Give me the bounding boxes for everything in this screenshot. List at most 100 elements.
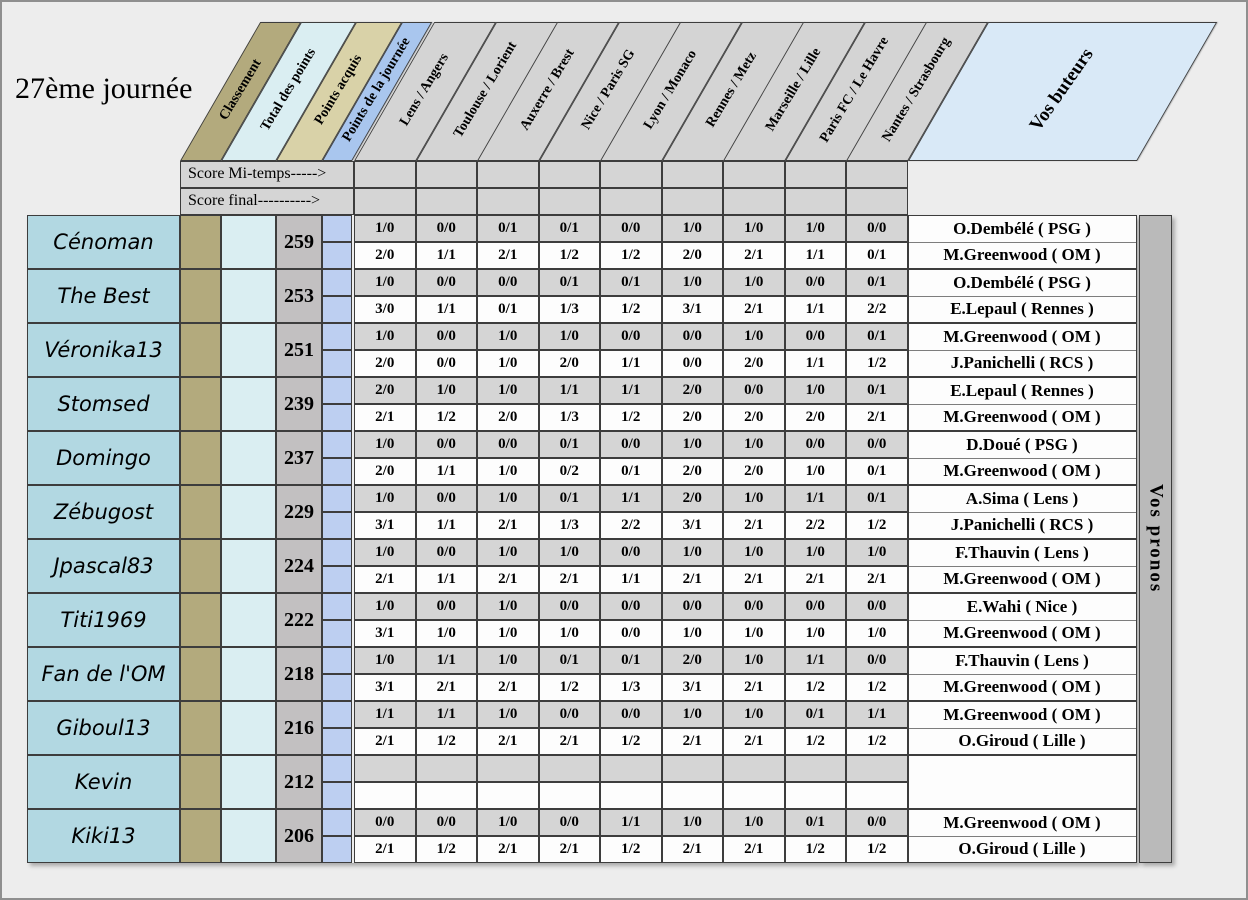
player-name-cell[interactable]: Zébugost <box>27 485 180 539</box>
player-name-cell[interactable]: Domingo <box>27 431 180 485</box>
final-score-cell[interactable]: 2/2 <box>784 512 846 539</box>
halftime-score-cell[interactable]: 1/0 <box>661 269 723 296</box>
final-score-cell[interactable]: 2/1 <box>477 512 539 539</box>
halftime-score-cell[interactable]: 0/0 <box>846 647 908 674</box>
halftime-score-cell[interactable]: 0/0 <box>846 215 908 242</box>
points-acquis-cell[interactable]: 253 <box>276 269 322 323</box>
final-score-cell[interactable]: 2/0 <box>723 458 785 485</box>
final-score-cell[interactable]: 2/0 <box>661 458 723 485</box>
total-points-cell[interactable] <box>221 431 276 485</box>
halftime-score-cell[interactable]: 1/1 <box>354 701 416 728</box>
score-final-cell[interactable] <box>415 188 477 215</box>
halftime-score-cell[interactable]: 1/1 <box>538 377 600 404</box>
classement-cell[interactable] <box>180 593 221 647</box>
classement-cell[interactable] <box>180 809 221 863</box>
halftime-score-cell[interactable]: 1/0 <box>477 485 539 512</box>
points-journee-final-cell[interactable] <box>322 674 352 701</box>
final-score-cell[interactable]: 1/0 <box>477 350 539 377</box>
halftime-score-cell[interactable]: 0/0 <box>661 593 723 620</box>
halftime-score-cell[interactable] <box>600 755 662 782</box>
points-journee-halftime-cell[interactable] <box>322 215 352 242</box>
final-score-cell[interactable]: 1/3 <box>538 404 600 431</box>
final-score-cell[interactable]: 1/0 <box>723 620 785 647</box>
halftime-score-cell[interactable]: 1/0 <box>354 647 416 674</box>
classement-cell[interactable] <box>180 539 221 593</box>
points-acquis-cell[interactable]: 237 <box>276 431 322 485</box>
halftime-score-cell[interactable]: 1/0 <box>846 539 908 566</box>
final-score-cell[interactable]: 2/1 <box>538 728 600 755</box>
halftime-score-cell[interactable]: 0/1 <box>538 485 600 512</box>
halftime-score-cell[interactable]: 1/0 <box>477 647 539 674</box>
score-final-cell[interactable] <box>723 188 785 215</box>
points-journee-final-cell[interactable] <box>322 404 352 431</box>
final-score-cell[interactable] <box>415 782 477 809</box>
player-name-cell[interactable]: Fan de l'OM <box>27 647 180 701</box>
halftime-score-cell[interactable]: 1/0 <box>784 377 846 404</box>
points-journee-halftime-cell[interactable] <box>322 809 352 836</box>
final-score-cell[interactable]: 3/1 <box>661 512 723 539</box>
halftime-score-cell[interactable]: 1/0 <box>354 539 416 566</box>
halftime-score-cell[interactable]: 0/0 <box>723 593 785 620</box>
points-journee-halftime-cell[interactable] <box>322 701 352 728</box>
halftime-score-cell[interactable]: 2/0 <box>661 647 723 674</box>
halftime-score-cell[interactable]: 1/0 <box>354 431 416 458</box>
halftime-score-cell[interactable]: 0/1 <box>846 485 908 512</box>
halftime-score-cell[interactable]: 1/0 <box>354 593 416 620</box>
final-score-cell[interactable]: 1/1 <box>415 458 477 485</box>
final-score-cell[interactable]: 2/1 <box>477 242 539 269</box>
halftime-score-cell[interactable]: 0/0 <box>600 323 662 350</box>
player-name-cell[interactable]: Véronika13 <box>27 323 180 377</box>
halftime-score-cell[interactable]: 1/0 <box>723 215 785 242</box>
halftime-score-cell[interactable]: 0/1 <box>538 269 600 296</box>
final-score-cell[interactable]: 1/3 <box>538 512 600 539</box>
score-final-cell[interactable] <box>354 188 416 215</box>
points-journee-final-cell[interactable] <box>322 512 352 539</box>
total-points-cell[interactable] <box>221 593 276 647</box>
halftime-score-cell[interactable]: 1/0 <box>661 215 723 242</box>
points-journee-halftime-cell[interactable] <box>322 431 352 458</box>
halftime-score-cell[interactable]: 1/0 <box>661 701 723 728</box>
halftime-score-cell[interactable]: 0/0 <box>477 431 539 458</box>
points-journee-final-cell[interactable] <box>322 728 352 755</box>
halftime-score-cell[interactable]: 0/0 <box>354 809 416 836</box>
halftime-score-cell[interactable]: 1/1 <box>784 647 846 674</box>
final-score-cell[interactable]: 1/2 <box>600 404 662 431</box>
final-score-cell[interactable]: 2/1 <box>846 566 908 593</box>
halftime-score-cell[interactable]: 1/0 <box>784 539 846 566</box>
halftime-score-cell[interactable]: 0/0 <box>723 377 785 404</box>
final-score-cell[interactable] <box>723 782 785 809</box>
halftime-score-cell[interactable]: 0/1 <box>538 215 600 242</box>
final-score-cell[interactable]: 2/1 <box>415 674 477 701</box>
halftime-score-cell[interactable]: 0/0 <box>415 539 477 566</box>
classement-cell[interactable] <box>180 377 221 431</box>
player-name-cell[interactable]: Kevin <box>27 755 180 809</box>
halftime-score-cell[interactable]: 1/0 <box>723 431 785 458</box>
halftime-score-cell[interactable] <box>723 755 785 782</box>
points-journee-final-cell[interactable] <box>322 566 352 593</box>
final-score-cell[interactable]: 1/3 <box>538 296 600 323</box>
halftime-score-cell[interactable]: 0/0 <box>784 269 846 296</box>
final-score-cell[interactable]: 1/2 <box>846 674 908 701</box>
final-score-cell[interactable]: 2/1 <box>477 566 539 593</box>
halftime-score-cell[interactable]: 1/1 <box>415 647 477 674</box>
final-score-cell[interactable]: 1/0 <box>538 620 600 647</box>
points-acquis-cell[interactable]: 206 <box>276 809 322 863</box>
final-score-cell[interactable] <box>846 782 908 809</box>
classement-cell[interactable] <box>180 755 221 809</box>
score-halftime-cell[interactable] <box>723 161 785 188</box>
halftime-score-cell[interactable]: 1/0 <box>477 593 539 620</box>
halftime-score-cell[interactable]: 1/0 <box>477 377 539 404</box>
points-journee-final-cell[interactable] <box>322 782 352 809</box>
final-score-cell[interactable]: 1/2 <box>784 728 846 755</box>
classement-cell[interactable] <box>180 323 221 377</box>
total-points-cell[interactable] <box>221 323 276 377</box>
final-score-cell[interactable]: 1/2 <box>784 674 846 701</box>
halftime-score-cell[interactable]: 1/1 <box>846 701 908 728</box>
buteurs-cell[interactable] <box>907 755 1137 809</box>
score-final-cell[interactable] <box>477 188 539 215</box>
score-halftime-cell[interactable] <box>784 161 846 188</box>
points-journee-final-cell[interactable] <box>322 350 352 377</box>
halftime-score-cell[interactable]: 1/0 <box>661 539 723 566</box>
points-acquis-cell[interactable]: 218 <box>276 647 322 701</box>
final-score-cell[interactable] <box>354 782 416 809</box>
